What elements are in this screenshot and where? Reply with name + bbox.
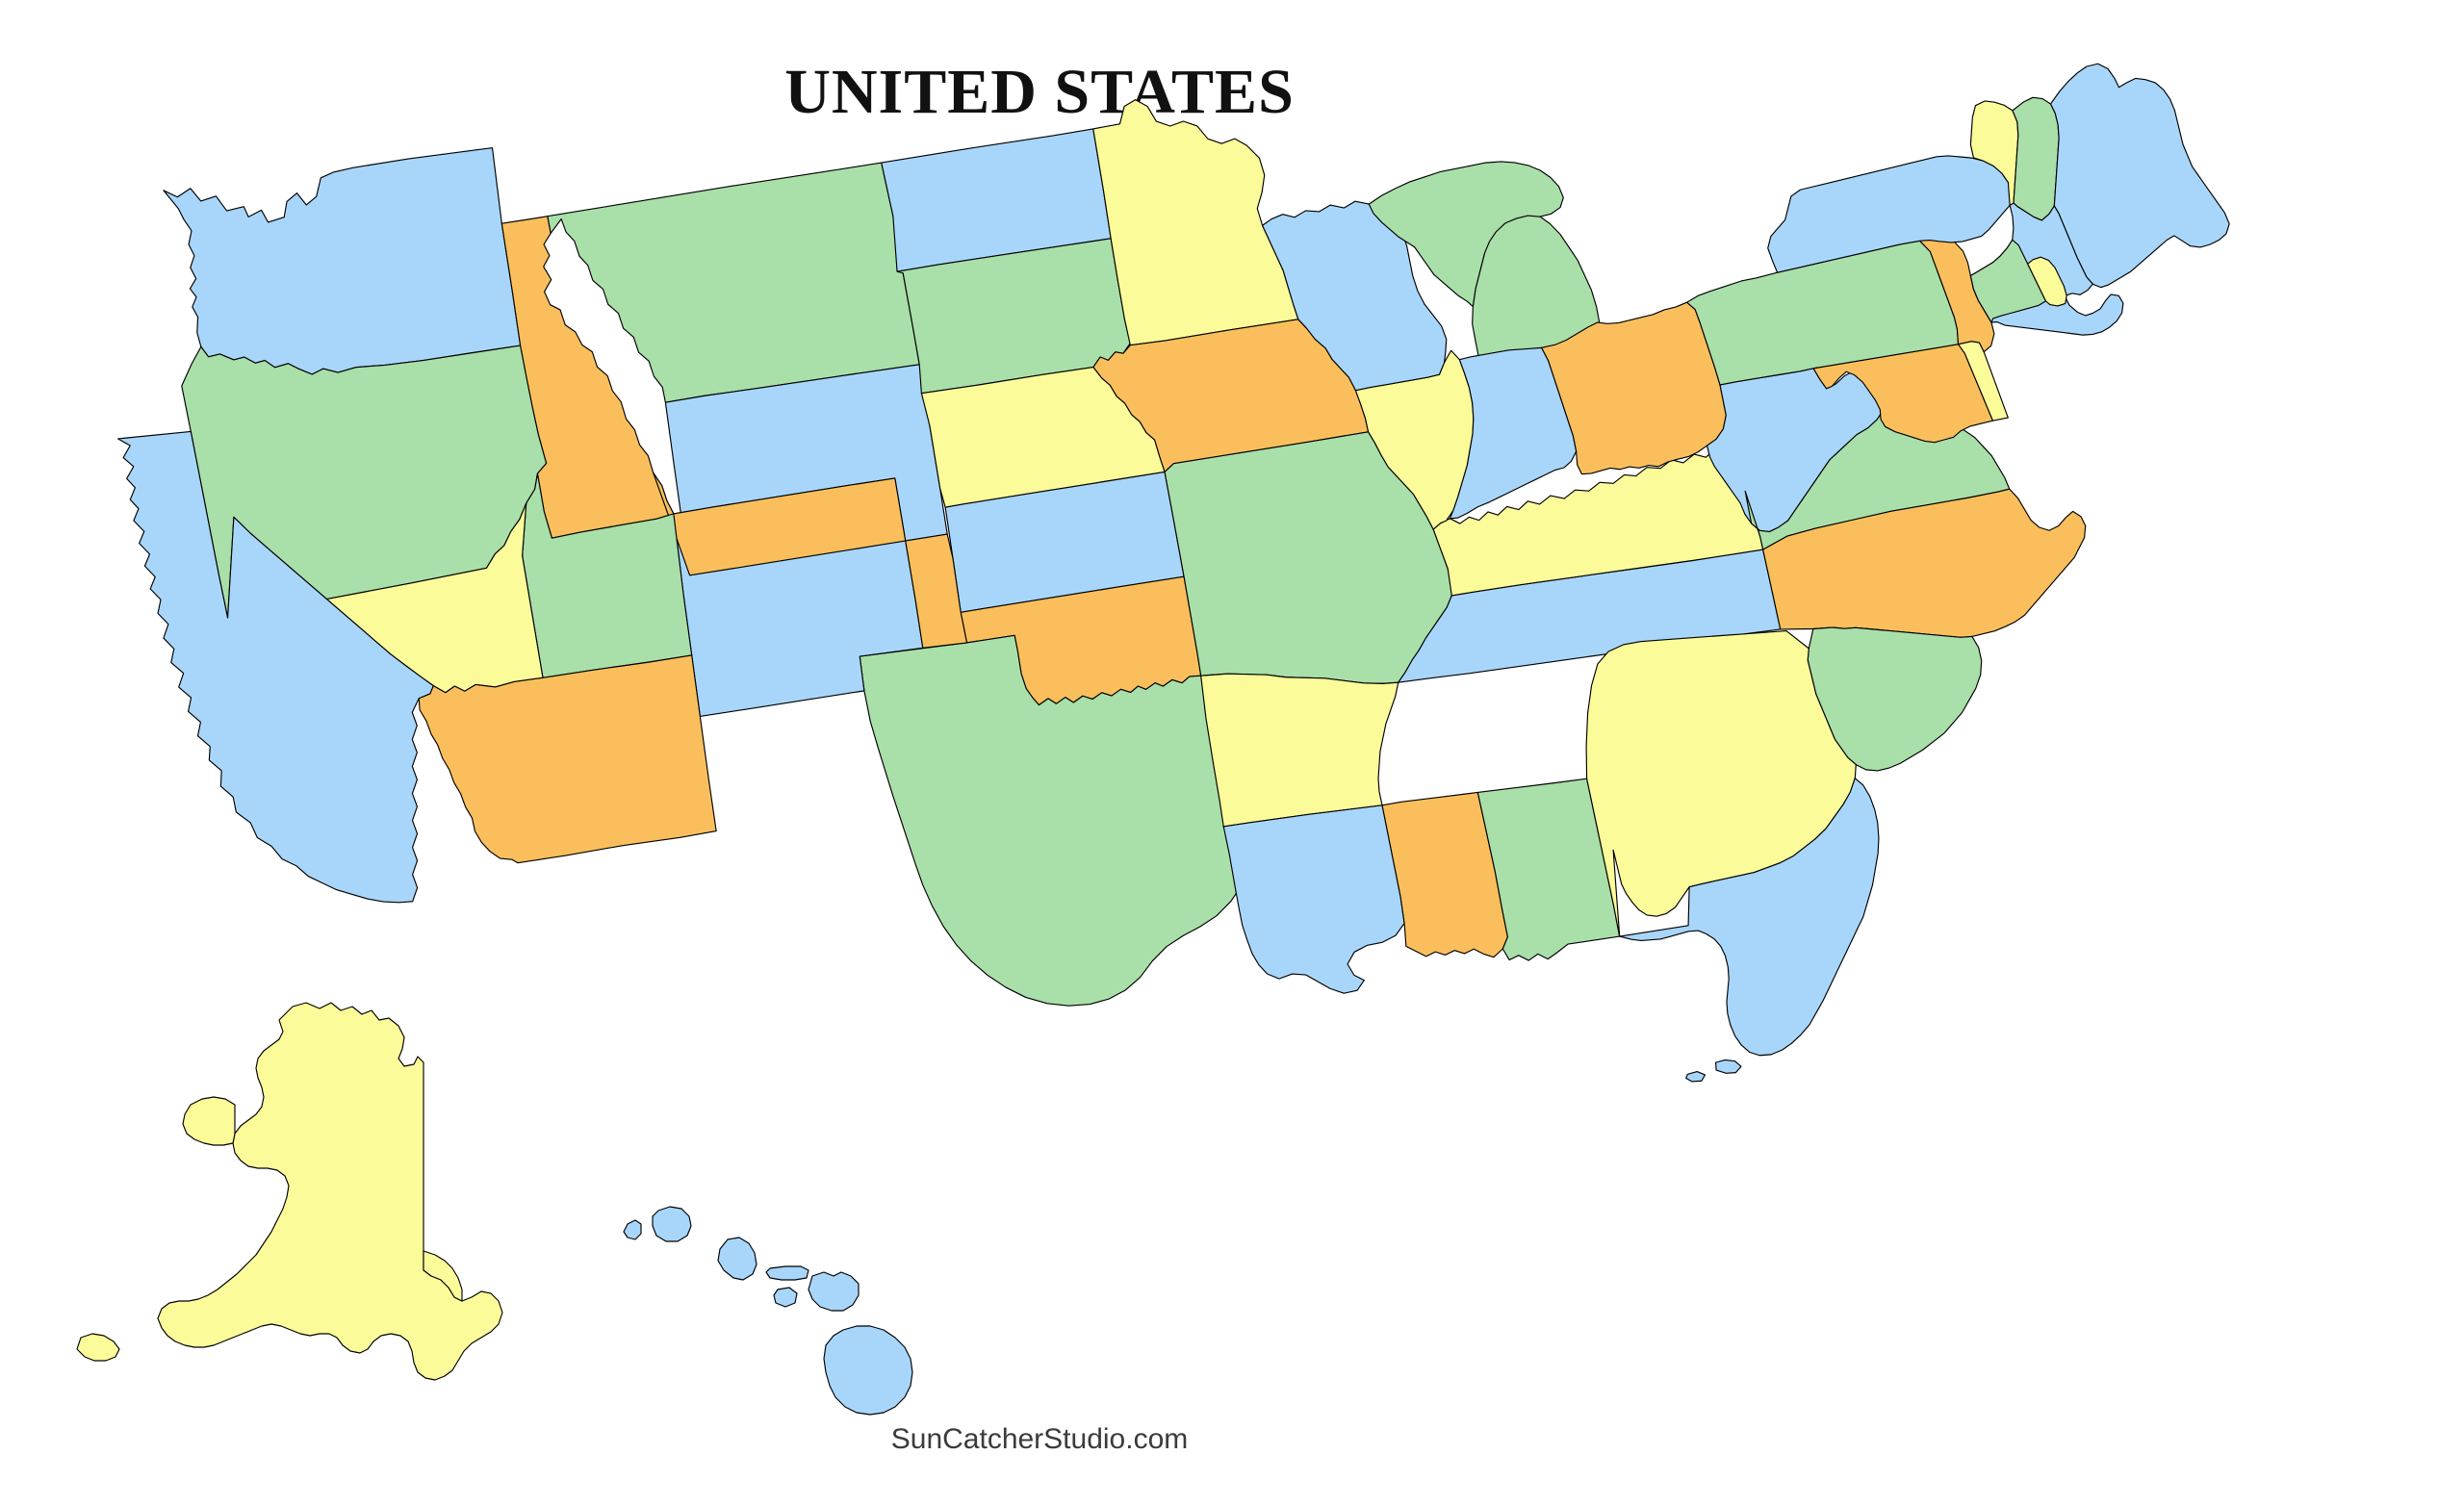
state-AK-panhandle[interactable] — [424, 1251, 462, 1301]
attribution-footer: SunCatcherStudio.com — [890, 1423, 1189, 1455]
state-HI-bigisland[interactable] — [824, 1326, 912, 1415]
state-NJ[interactable] — [1919, 232, 1995, 356]
state-FL-keys-2[interactable] — [1685, 1071, 1706, 1082]
alaska-group — [77, 1003, 502, 1380]
state-HI-lanai[interactable] — [774, 1288, 797, 1307]
state-AK-island[interactable] — [77, 1334, 119, 1361]
state-HI-kauai[interactable] — [653, 1207, 691, 1241]
state-HI-oahu[interactable] — [718, 1238, 757, 1280]
state-WI[interactable] — [1261, 195, 1450, 396]
state-IN[interactable] — [1438, 345, 1580, 519]
state-CA[interactable] — [117, 415, 449, 920]
state-FL[interactable] — [1609, 777, 1894, 1064]
mainland-group — [99, 20, 2290, 1193]
state-HI-maui[interactable] — [808, 1272, 859, 1311]
page-title: UNITED STATES — [784, 57, 1295, 127]
state-RI[interactable] — [2027, 255, 2067, 308]
hawaii-group — [624, 1207, 912, 1415]
state-MN[interactable] — [1091, 89, 1299, 346]
state-ID[interactable] — [501, 209, 675, 541]
state-WA[interactable] — [162, 147, 521, 385]
state-CO[interactable] — [654, 450, 967, 666]
state-FL-keys[interactable] — [1715, 1059, 1741, 1074]
state-HI-niihau[interactable] — [624, 1220, 641, 1239]
state-AK[interactable] — [158, 1003, 502, 1380]
state-AZ[interactable] — [417, 654, 717, 869]
state-AK-seward[interactable] — [183, 1097, 235, 1145]
state-NY[interactable] — [1762, 151, 2017, 273]
state-HI-molokai[interactable] — [766, 1266, 808, 1280]
state-MI-up[interactable] — [1367, 157, 1571, 313]
state-AR[interactable] — [1201, 661, 1408, 828]
state-LA[interactable] — [1222, 804, 1409, 1002]
